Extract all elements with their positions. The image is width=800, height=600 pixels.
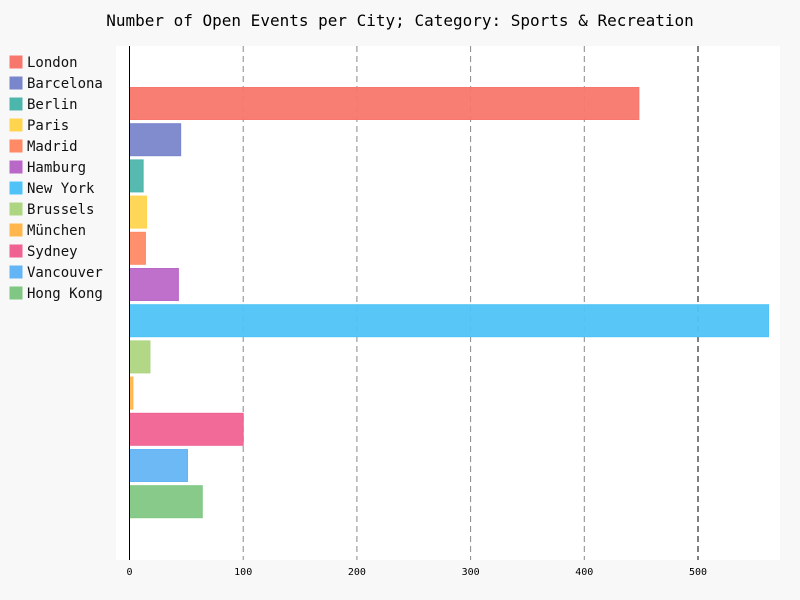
legend-swatch-berlin[interactable] <box>9 97 23 111</box>
legend-swatch-vancouver[interactable] <box>9 265 23 279</box>
x-axis-ticks: 0 100 200 300 400 500 <box>126 567 707 578</box>
legend-label-hamburg[interactable]: Hamburg <box>27 160 86 176</box>
legend-label-barcelona[interactable]: Barcelona <box>27 76 103 92</box>
grid-layer <box>242 46 699 560</box>
legend-label-berlin[interactable]: Berlin <box>27 97 78 113</box>
legend-label-m-nchen[interactable]: München <box>27 223 86 239</box>
legend-label-hong-kong[interactable]: Hong Kong <box>27 286 103 302</box>
legend-swatch-paris[interactable] <box>9 118 23 132</box>
bar-vancouver[interactable] <box>129 449 188 482</box>
bar-brussels[interactable] <box>129 340 151 374</box>
x-tick-label-100: 100 <box>234 567 252 578</box>
bar-m-nchen[interactable] <box>129 376 134 410</box>
legend: London Barcelona Berlin Paris Madrid Hamburg N… <box>9 55 103 302</box>
x-tick-label-500: 500 <box>689 567 707 578</box>
bar-new-york[interactable] <box>129 304 769 338</box>
legend-label-brussels[interactable]: Brussels <box>27 202 94 218</box>
legend-swatch-barcelona[interactable] <box>9 76 23 90</box>
x-tick-label-0: 0 <box>126 567 132 578</box>
legend-label-paris[interactable]: Paris <box>27 118 69 134</box>
bar-hong-kong[interactable] <box>129 485 203 519</box>
legend-label-new-york[interactable]: New York <box>27 181 95 197</box>
bar-sydney[interactable] <box>129 412 244 446</box>
legend-swatch-madrid[interactable] <box>9 139 23 153</box>
bars-layer <box>129 87 769 519</box>
legend-swatch-sydney[interactable] <box>9 244 23 258</box>
bar-madrid[interactable] <box>129 231 146 265</box>
legend-swatch-hamburg[interactable] <box>9 160 23 174</box>
x-tick-label-400: 400 <box>575 567 593 578</box>
legend-swatch-new-york[interactable] <box>9 181 23 195</box>
x-tick-label-200: 200 <box>348 567 366 578</box>
legend-swatch-m-nchen[interactable] <box>9 223 23 237</box>
legend-swatch-hong-kong[interactable] <box>9 286 23 300</box>
plot-area <box>116 46 780 560</box>
bar-hamburg[interactable] <box>129 268 179 301</box>
legend-label-madrid[interactable]: Madrid <box>27 139 78 155</box>
x-tick-label-300: 300 <box>462 567 480 578</box>
bar-paris[interactable] <box>129 195 148 229</box>
legend-label-sydney[interactable]: Sydney <box>27 244 78 260</box>
bar-barcelona[interactable] <box>129 123 182 157</box>
legend-swatch-brussels[interactable] <box>9 202 23 216</box>
bar-london[interactable] <box>129 87 640 120</box>
legend-label-london[interactable]: London <box>27 55 78 71</box>
bar-berlin[interactable] <box>129 159 144 193</box>
legend-label-vancouver[interactable]: Vancouver <box>27 265 103 281</box>
legend-swatch-london[interactable] <box>9 55 23 69</box>
chart-title: Number of Open Events per City; Category… <box>106 11 694 30</box>
